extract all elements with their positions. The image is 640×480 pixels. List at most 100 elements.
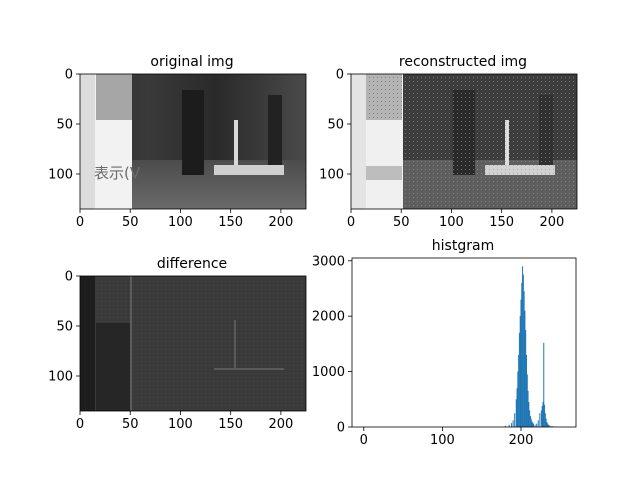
histogram-bar — [537, 420, 539, 427]
subplot-title: reconstructed img — [399, 54, 527, 70]
x-tick-label: 200 — [268, 417, 293, 432]
x-tick-label: 0 — [347, 215, 355, 230]
x-ticks: 0 50 100 150 200 — [76, 209, 293, 230]
histogram-bar — [530, 418, 532, 427]
x-tick-label: 50 — [122, 417, 139, 432]
histogram-bar — [524, 310, 526, 427]
histogram-bar — [550, 425, 552, 427]
image-blur-text — [366, 166, 402, 180]
histogram-bar — [531, 421, 533, 427]
histogram-bar — [529, 410, 531, 427]
histogram-bar — [529, 415, 531, 427]
histogram-bar — [523, 291, 525, 427]
y-tick-label: 100 — [319, 168, 344, 183]
y-tick-label: 100 — [48, 370, 73, 385]
histogram-bar — [543, 342, 545, 427]
histogram-bar — [525, 354, 527, 427]
y-tick-label: 50 — [327, 118, 344, 133]
histogram-bar — [522, 266, 524, 427]
y-tick-label: 0 — [65, 270, 73, 285]
histogram-bar — [540, 410, 542, 427]
image-original: 表示(V — [80, 74, 306, 209]
subplot-histogram: histgram 0 100 200 0 1000 2000 3000 — [312, 238, 577, 448]
x-tick-label: 50 — [393, 215, 410, 230]
x-tick-label: 0 — [360, 433, 368, 448]
x-tick-label: 0 — [76, 215, 84, 230]
axis-frame — [79, 73, 307, 210]
y-tick-label: 0 — [336, 68, 344, 83]
x-tick-label: 200 — [509, 433, 534, 448]
y-tick-label: 1000 — [312, 365, 345, 380]
histogram-bar — [539, 413, 541, 427]
y-ticks: 0 50 100 — [48, 270, 80, 385]
histogram-bar — [517, 371, 519, 427]
image-dark-band — [80, 276, 95, 411]
histogram-bar — [536, 423, 538, 427]
image-tree-trunk — [182, 90, 204, 175]
image-overlay-text: 表示(V — [94, 164, 141, 182]
x-tick-label: 100 — [439, 215, 464, 230]
histogram-bar — [545, 418, 547, 427]
image-panel-edge — [80, 74, 95, 209]
y-tick-label: 0 — [337, 421, 345, 436]
image-texture — [366, 74, 402, 120]
y-tick-label: 50 — [56, 320, 73, 335]
axis-frame — [79, 275, 307, 412]
histogram-bar — [514, 413, 516, 427]
histogram-bar — [551, 426, 553, 427]
histogram-bar — [512, 420, 514, 427]
histogram-bar — [541, 405, 543, 427]
x-tick-label: 0 — [76, 417, 84, 432]
histogram-bar — [534, 424, 536, 427]
histogram-bar — [519, 316, 521, 427]
histogram-bar — [547, 423, 549, 427]
histogram-bar — [533, 423, 535, 427]
histogram-bar — [532, 422, 534, 427]
image-edge-line — [214, 368, 284, 370]
subplot-original: original img 表示(V 0 50 100 150 200 0 50 100 — [48, 54, 307, 230]
histogram-bar — [504, 425, 506, 427]
x-tick-label: 100 — [168, 417, 193, 432]
y-tick-label: 50 — [56, 118, 73, 133]
axis-frame — [351, 257, 577, 428]
subplot-reconstructed: reconstructed img 0 50 100 150 200 0 50 100 — [319, 54, 578, 230]
x-ticks: 0 100 200 — [360, 427, 534, 448]
histogram-bar — [542, 402, 544, 427]
x-tick-label: 100 — [430, 433, 455, 448]
subplot-title: histgram — [432, 238, 494, 254]
histogram-bar — [518, 332, 520, 427]
histogram-bar — [527, 390, 529, 427]
x-ticks: 0 50 100 150 200 — [76, 411, 293, 432]
image-tree-trunk — [268, 95, 282, 165]
y-tick-label: 100 — [48, 168, 73, 183]
histogram-bar — [546, 422, 548, 427]
y-tick-label: 2000 — [312, 310, 345, 325]
x-tick-label: 200 — [268, 215, 293, 230]
histogram-bar — [548, 425, 550, 427]
histogram-bar — [521, 282, 523, 427]
image-post — [234, 120, 238, 165]
histogram-bar — [522, 274, 524, 427]
x-ticks: 0 50 100 150 200 — [347, 209, 564, 230]
histogram-bar — [520, 299, 522, 427]
subplot-title: original img — [150, 54, 233, 70]
y-tick-label: 3000 — [312, 254, 345, 269]
histogram-bar — [518, 354, 520, 427]
histogram-bar — [528, 402, 530, 427]
histogram-bar — [526, 374, 528, 427]
image-grey-box — [96, 74, 132, 120]
axis-frame — [350, 73, 578, 210]
histogram-bar — [547, 424, 549, 427]
image-panel-edge — [351, 74, 366, 209]
x-tick-label: 50 — [122, 215, 139, 230]
x-tick-label: 150 — [218, 417, 243, 432]
histogram-bar — [511, 423, 513, 427]
x-tick-label: 150 — [489, 215, 514, 230]
histogram-bar — [515, 399, 517, 427]
y-ticks: 0 50 100 — [319, 68, 351, 183]
image-sign — [214, 165, 284, 175]
y-ticks: 0 50 100 — [48, 68, 80, 183]
subplot-difference: difference 0 50 100 150 200 0 50 100 — [48, 256, 307, 432]
y-ticks: 0 1000 2000 3000 — [312, 254, 352, 436]
